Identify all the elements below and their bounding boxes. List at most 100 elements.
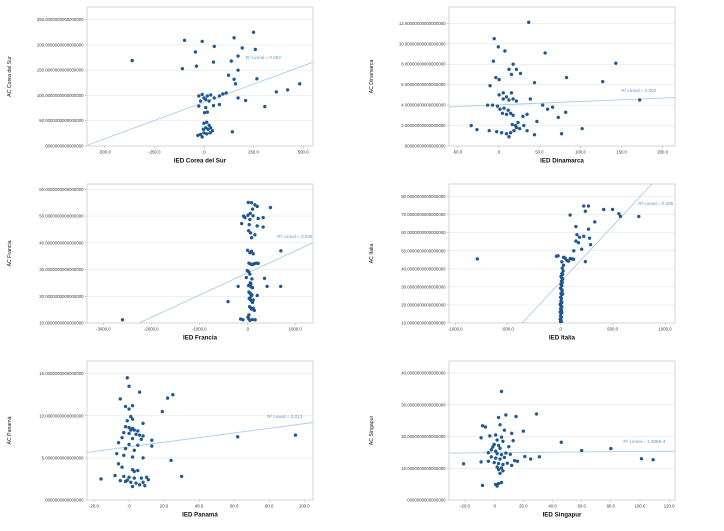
y-axis-title: AC Dinamarca: [369, 60, 375, 94]
data-point: [226, 299, 230, 304]
scatter-chart-italia: 10.0000000000000000 20.0000000000000000 30…: [362, 177, 724, 354]
data-point: [516, 120, 520, 125]
data-point: [518, 71, 523, 76]
y-tick-label: 40.0000000000000000: [39, 240, 84, 245]
data-point: [509, 431, 514, 436]
data-point: [514, 99, 519, 103]
data-point: [527, 20, 531, 25]
y-tick-label: 30.0000000000000000: [39, 267, 84, 272]
data-point: [521, 429, 526, 433]
data-point: [263, 104, 267, 109]
data-point: [207, 123, 211, 127]
data-point: [571, 257, 576, 261]
x-tick-label: 100.0: [635, 504, 646, 509]
data-point: [528, 97, 533, 101]
data-point: [560, 260, 564, 264]
data-point: [141, 434, 145, 438]
data-point: [268, 205, 273, 210]
x-tick-label: -50.0: [452, 150, 462, 155]
data-point: [208, 131, 212, 135]
data-point: [543, 51, 547, 55]
data-point: [256, 261, 260, 266]
x-tick-label: 80.0: [265, 504, 274, 509]
data-point: [249, 201, 254, 205]
data-point: [230, 130, 235, 134]
y-tick-label: 20.0000000000000000: [401, 302, 446, 307]
data-point: [493, 433, 498, 437]
data-point: [480, 424, 485, 428]
data-point: [130, 484, 135, 489]
data-point: [251, 298, 255, 302]
x-tick-label: 60.0: [577, 504, 586, 509]
data-point: [514, 67, 519, 72]
data-point: [122, 430, 126, 435]
data-point: [564, 75, 569, 80]
x-tick-label: 500.0: [298, 150, 309, 155]
data-point: [532, 80, 537, 85]
data-point: [534, 412, 539, 416]
data-point: [485, 103, 490, 107]
data-point: [479, 436, 483, 440]
data-point: [129, 480, 133, 485]
data-point: [507, 135, 511, 139]
y-tick-label: .0000000000000000: [44, 144, 84, 149]
data-point: [501, 462, 505, 467]
panel-background: [362, 0, 724, 177]
data-point: [461, 462, 466, 466]
fit-line: [138, 242, 313, 323]
x-tick-label: -3000.0: [96, 327, 111, 332]
data-point: [255, 77, 259, 81]
scatter-chart-corea-del-sur: .0000000000000000 50.0000000000000000 100.…: [0, 0, 362, 177]
data-point: [574, 224, 578, 229]
data-point: [224, 91, 228, 95]
data-point: [560, 311, 564, 315]
data-point: [134, 481, 138, 485]
data-point: [491, 59, 496, 63]
data-point: [510, 122, 514, 127]
data-point: [130, 58, 134, 63]
data-point: [496, 45, 501, 49]
data-point: [545, 107, 550, 111]
data-point: [134, 432, 138, 436]
y-axis-title: AC Francia: [7, 240, 13, 266]
data-point: [197, 94, 201, 98]
data-point: [498, 446, 502, 450]
data-point: [132, 428, 137, 432]
y-tick-label: 10.00000000000000000: [399, 41, 446, 46]
data-point: [113, 473, 117, 478]
data-point: [125, 419, 129, 423]
data-point: [130, 436, 135, 441]
data-point: [499, 389, 504, 394]
data-point: [507, 444, 511, 449]
data-point: [246, 200, 250, 205]
data-point: [614, 61, 618, 65]
data-point: [480, 483, 485, 488]
data-point: [204, 126, 208, 130]
data-point: [236, 96, 240, 100]
data-point: [556, 115, 561, 120]
data-point: [132, 469, 137, 474]
data-point: [610, 207, 615, 212]
data-point: [511, 97, 515, 101]
data-point: [475, 127, 479, 132]
data-point: [250, 286, 255, 290]
data-point: [200, 39, 204, 44]
data-point: [563, 256, 567, 260]
data-point: [243, 215, 247, 220]
data-point: [560, 283, 564, 288]
data-point: [506, 108, 510, 112]
x-tick-label: -500.0: [502, 327, 515, 332]
data-point: [618, 214, 623, 219]
data-point: [586, 204, 591, 208]
scatter-chart-panama: .0000000000000000 5.0000000000000000 10.00…: [0, 354, 362, 531]
data-point: [575, 233, 579, 237]
y-tick-label: 40.0000000000000000: [401, 371, 446, 376]
data-point: [574, 239, 578, 243]
data-point: [123, 425, 128, 429]
x-tick-label: 20.0: [160, 504, 169, 509]
y-tick-label: 10.0000000000000000: [39, 413, 84, 418]
data-point: [507, 98, 511, 102]
data-point: [217, 94, 222, 98]
data-point: [479, 460, 483, 464]
